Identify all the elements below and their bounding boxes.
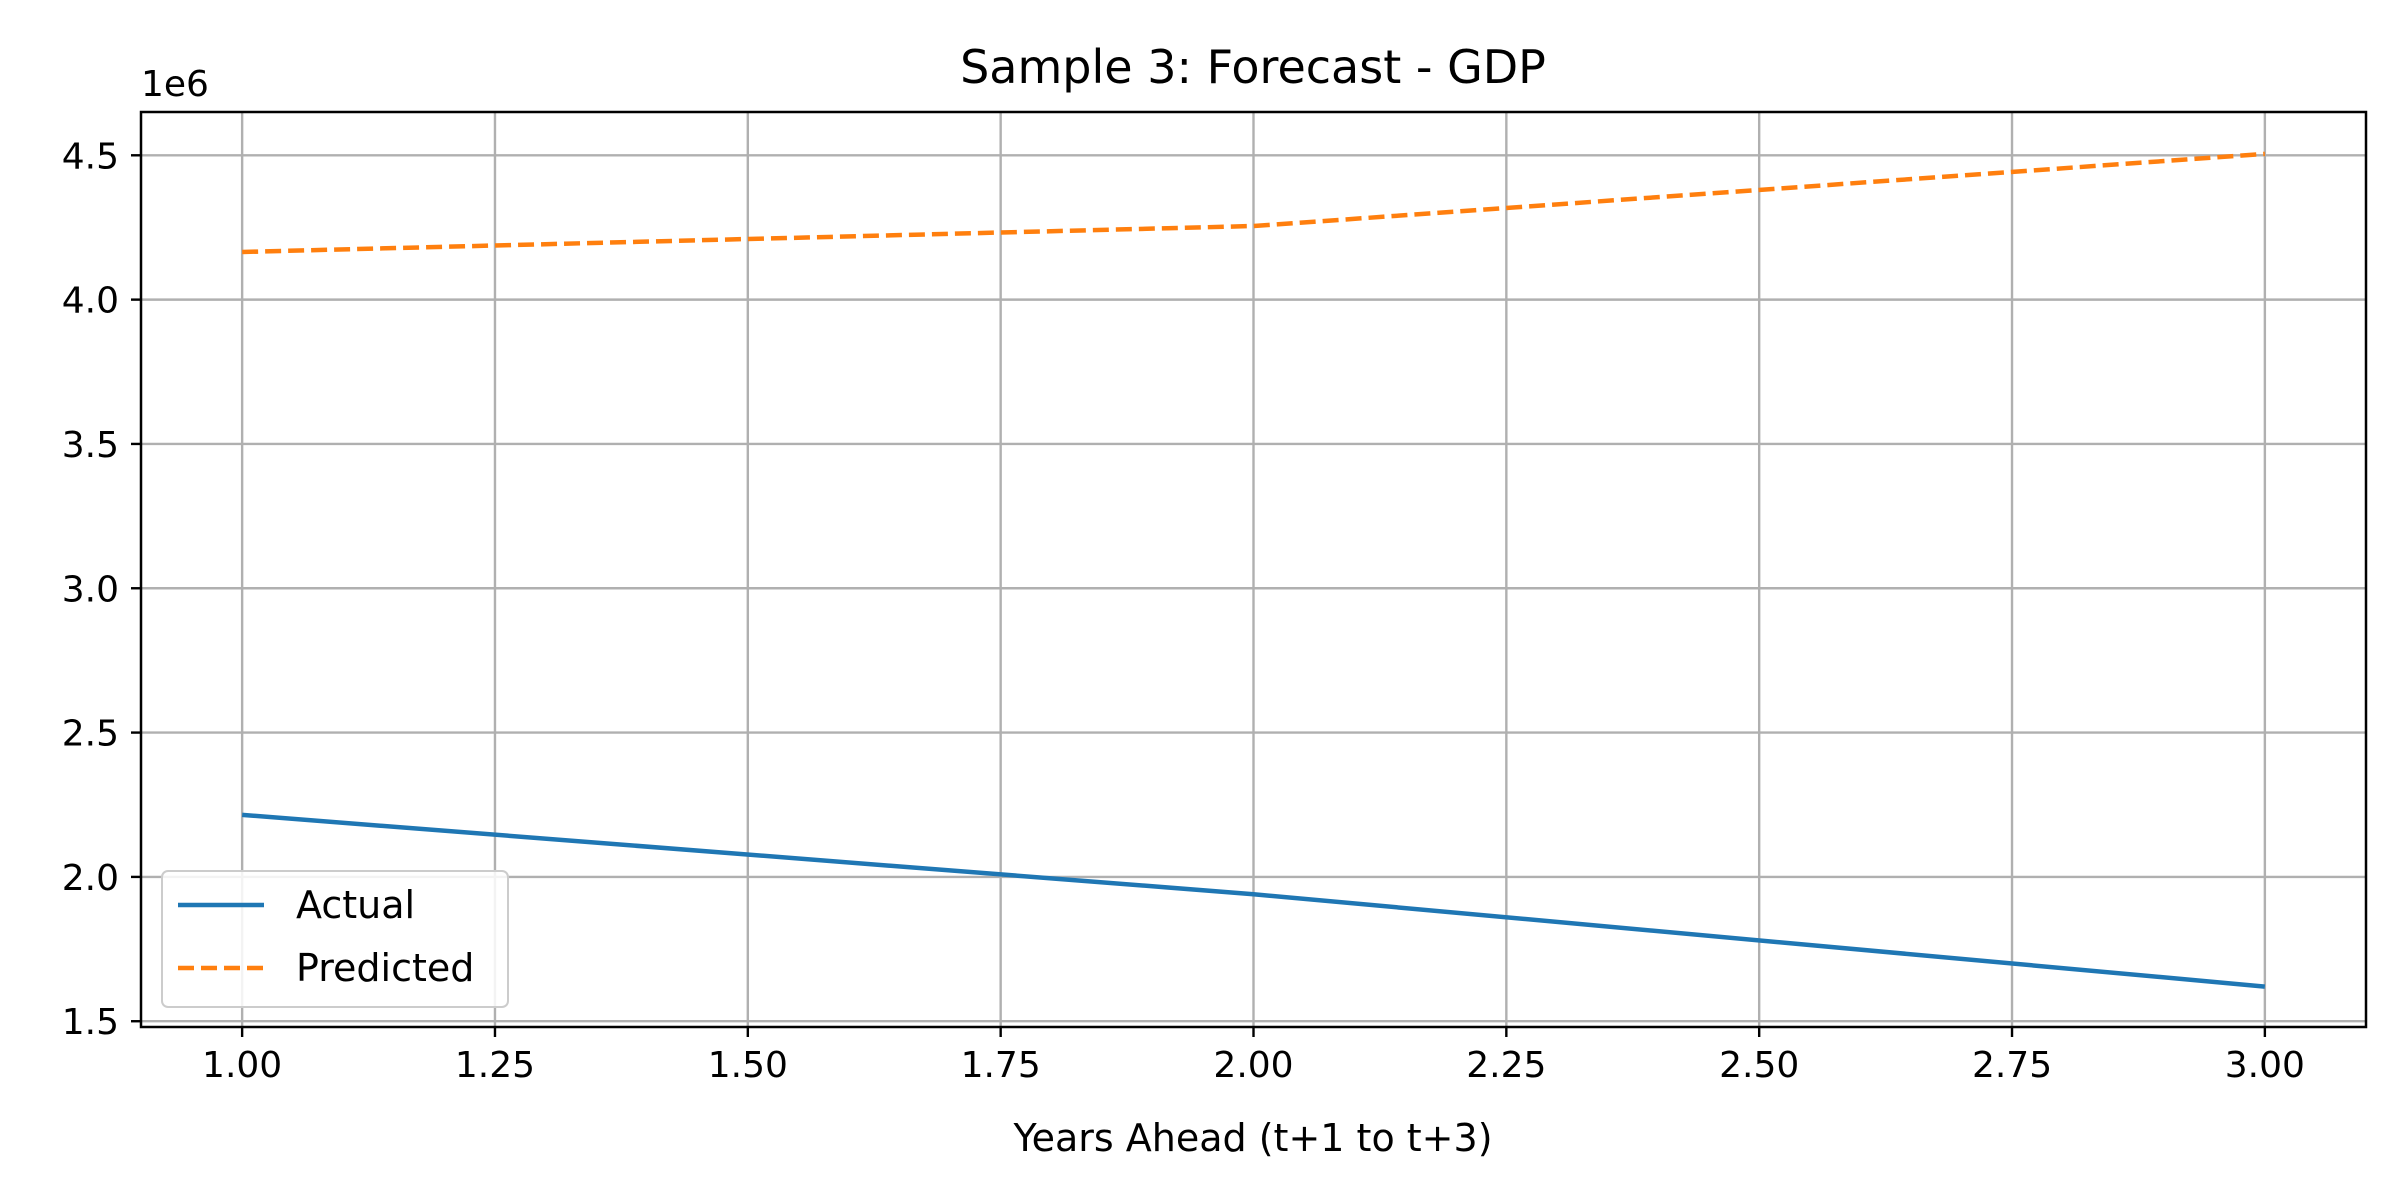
legend-actual-label: Actual	[296, 883, 415, 927]
y-tick-label: 3.0	[62, 569, 119, 610]
y-tick-label: 3.5	[62, 425, 119, 466]
legend: Actual Predicted	[161, 870, 509, 1008]
y-offset-label: 1e6	[141, 64, 209, 105]
series-line-actual	[241, 812, 2266, 989]
axis-ticks: 1.00 1.25 1.50 1.75 2.00 2.25 2.50 2.75 3.00 1.5 2…	[62, 136, 2305, 1086]
x-tick-label: 1.00	[202, 1045, 282, 1086]
y-tick-label: 2.0	[62, 858, 119, 899]
x-tick-label: 1.25	[455, 1045, 535, 1086]
y-tick-label: 4.5	[62, 136, 119, 177]
legend-predicted-label: Predicted	[296, 946, 474, 990]
y-tick-label: 2.5	[62, 714, 119, 755]
x-tick-label: 2.75	[1972, 1045, 2052, 1086]
y-tick-label: 1.5	[62, 1002, 119, 1043]
series-lines	[241, 151, 2266, 989]
series-line-predicted	[242, 151, 2266, 255]
x-tick-label: 2.25	[1466, 1045, 1546, 1086]
x-tick-label: 2.00	[1213, 1045, 1293, 1086]
y-tick-label: 4.0	[62, 281, 119, 322]
x-tick-label: 1.50	[708, 1045, 788, 1086]
x-tick-label: 2.50	[1719, 1045, 1799, 1086]
x-tick-label: 1.75	[961, 1045, 1041, 1086]
x-tick-label: 3.00	[2225, 1045, 2305, 1086]
x-axis-label: Years Ahead (t+1 to t+3)	[1012, 1116, 1492, 1160]
grid-lines	[141, 112, 2366, 1027]
chart-title: Sample 3: Forecast - GDP	[960, 40, 1546, 94]
